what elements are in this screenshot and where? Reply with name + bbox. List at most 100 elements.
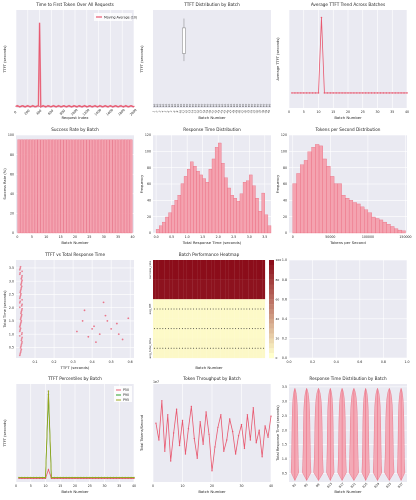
percentile-point xyxy=(86,476,88,479)
heatmap-cell xyxy=(242,279,246,300)
y-tick-label: 0 xyxy=(149,231,151,235)
avg-ttft-point xyxy=(344,92,346,94)
cell-annotation-mark xyxy=(207,328,209,330)
cluster-point xyxy=(19,300,22,303)
cell-annotation-mark xyxy=(235,308,237,310)
response-hist-bar xyxy=(239,193,244,234)
avg-ttft-point xyxy=(361,92,364,94)
cell-annotation-mark xyxy=(173,347,175,349)
x-tick-label: 0 xyxy=(152,484,154,488)
x-tick-label: 1400 xyxy=(94,108,103,117)
heatmap-row-label: success_rate xyxy=(148,261,152,279)
panel-success-rate: Success Rate by Batch Batch Number Success… xyxy=(3,127,135,245)
batch-outlier xyxy=(265,103,268,106)
cell-annotation-mark xyxy=(153,308,155,310)
heatmap-cell xyxy=(175,279,179,300)
x-tick-label: 30 xyxy=(237,109,242,114)
cell-annotation-mark xyxy=(173,308,175,310)
cell-annotation-mark xyxy=(232,308,234,310)
x-tick-label: 18 xyxy=(201,109,206,114)
x-tick-label: 15 xyxy=(58,484,62,488)
chart-title: TTFT vs Total Response Time xyxy=(44,252,105,257)
x-tick-label: 7 xyxy=(169,109,173,113)
success-bar xyxy=(98,139,101,234)
heatmap-cell xyxy=(262,260,266,280)
cell-annotation-mark xyxy=(187,347,189,349)
cell-annotation-mark xyxy=(207,347,209,349)
cell-annotation-mark xyxy=(173,328,175,330)
avg-ttft-point xyxy=(397,92,399,94)
heatmap-cell xyxy=(181,260,184,280)
avg-ttft-point xyxy=(356,92,358,94)
heatmap-cell xyxy=(195,260,198,280)
x-tick-label: 35 xyxy=(251,109,256,114)
throughput-point xyxy=(252,407,254,409)
tps-hist-bar xyxy=(333,183,339,234)
y-tick-label: 80 xyxy=(10,153,14,157)
colorbar-step xyxy=(269,289,274,295)
x-tick-label: 600 xyxy=(47,109,54,116)
batch-outlier xyxy=(218,103,221,106)
x-tick-label: B17 xyxy=(338,482,345,489)
heatmap-cell xyxy=(259,279,263,300)
avg-ttft-point xyxy=(379,92,382,94)
cell-annotation-mark xyxy=(249,328,251,330)
heatmap-cell xyxy=(245,260,249,280)
scatter-point xyxy=(104,314,107,317)
cell-annotation-mark xyxy=(229,308,231,310)
x-tick-label: 35 xyxy=(390,110,394,114)
success-bar xyxy=(26,139,29,234)
x-tick-label: 31 xyxy=(240,109,245,114)
cell-annotation-mark xyxy=(184,347,186,349)
avg-ttft-point xyxy=(326,92,329,94)
throughput-point xyxy=(240,423,243,426)
y-axis-label: TTFT (seconds) xyxy=(3,45,7,74)
throughput-point xyxy=(229,418,231,420)
response-hist-bar xyxy=(221,163,225,234)
success-bar xyxy=(77,139,81,234)
cell-annotation-mark xyxy=(215,308,217,310)
response-hist-bar xyxy=(155,229,160,234)
heatmap-cell xyxy=(169,260,173,280)
batch-outlier xyxy=(248,103,250,106)
cluster-point xyxy=(19,351,22,354)
percentile-point xyxy=(133,476,135,479)
x-tick-label: 15 xyxy=(59,235,63,239)
y-tick-label: 100 xyxy=(145,150,151,154)
success-bar xyxy=(69,139,73,234)
cluster-point xyxy=(18,354,21,357)
heatmap-cell xyxy=(239,279,243,300)
percentile-point xyxy=(62,476,64,479)
batch-outlier xyxy=(194,103,197,106)
colorbar-step xyxy=(269,264,274,270)
x-tick-label: 8 xyxy=(172,109,176,113)
throughput-point xyxy=(220,414,222,416)
y-tick-label: 20 xyxy=(10,212,14,216)
x-tick-label: 40 xyxy=(131,235,135,239)
colorbar-step xyxy=(269,323,274,329)
avg-ttft-point xyxy=(335,92,338,94)
x-tick-label: 1800 xyxy=(117,108,126,117)
chart-title: Response Time Distribution xyxy=(183,127,241,132)
x-tick-label: 1.0 xyxy=(185,235,190,239)
avg-ttft-point xyxy=(364,92,367,94)
heatmap-cell xyxy=(209,279,212,300)
colorbar-tick-label: 20 xyxy=(276,337,280,341)
cell-annotation-mark xyxy=(229,347,231,349)
throughput-point xyxy=(184,453,187,455)
legend-label: Moving Average (10) xyxy=(104,15,137,19)
panel-ttft-requests: Time to First Token Over All Requests Req… xyxy=(3,2,138,120)
avg-ttft-point xyxy=(376,92,379,94)
cluster-point xyxy=(20,315,23,318)
cell-annotation-mark xyxy=(181,308,183,310)
heatmap-cell xyxy=(253,279,257,300)
x-tick-label: 26 xyxy=(225,109,230,114)
colorbar-tick-label: 100 xyxy=(276,258,282,262)
cluster-point xyxy=(20,285,23,288)
heatmap-cell xyxy=(158,260,162,280)
success-bar xyxy=(103,139,107,234)
x-tick-label: 0.8 xyxy=(381,360,386,364)
colorbar-step xyxy=(269,274,274,280)
batch-outlier xyxy=(256,103,259,106)
success-bar xyxy=(89,139,93,234)
